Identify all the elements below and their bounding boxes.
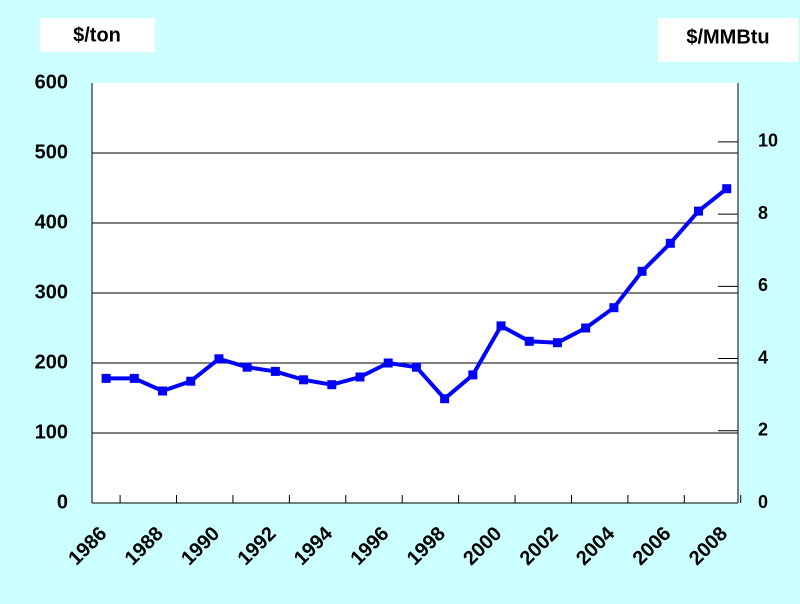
data-point — [327, 380, 337, 390]
data-point — [355, 372, 365, 382]
y2-tick-label: 6 — [758, 275, 768, 295]
data-point — [524, 336, 534, 346]
data-point — [581, 323, 591, 333]
data-point — [242, 362, 252, 372]
y2-label-box — [658, 18, 798, 62]
y-tick-label: 600 — [35, 71, 68, 93]
data-point — [468, 370, 478, 380]
y-tick-label: 300 — [35, 281, 68, 303]
data-point — [270, 366, 280, 376]
data-point — [694, 206, 704, 216]
data-point — [158, 386, 168, 396]
data-point — [411, 362, 421, 372]
data-point — [214, 354, 224, 364]
y-label-box — [40, 18, 155, 52]
data-point — [496, 321, 506, 331]
data-point — [552, 338, 562, 348]
y-tick-label: 0 — [57, 491, 68, 513]
y-tick-label: 100 — [35, 421, 68, 443]
data-point — [609, 303, 619, 313]
y-tick-label: 500 — [35, 141, 68, 163]
data-point — [101, 373, 111, 383]
y-axis-label: $/ton — [73, 24, 121, 46]
data-point — [383, 358, 393, 368]
data-point — [440, 394, 450, 404]
y2-tick-label: 0 — [758, 492, 768, 512]
data-point — [129, 373, 139, 383]
y-tick-label: 400 — [35, 211, 68, 233]
data-point — [186, 376, 196, 386]
data-point — [637, 266, 647, 276]
y2-axis-label: $/MMBtu — [686, 26, 769, 48]
data-point — [299, 375, 309, 385]
y-tick-label: 200 — [35, 351, 68, 373]
y2-tick-label: 8 — [758, 203, 768, 223]
data-point — [665, 238, 675, 248]
y2-tick-label: 10 — [758, 131, 778, 151]
y2-tick-label: 2 — [758, 420, 768, 440]
y2-tick-label: 4 — [758, 347, 768, 367]
data-point — [722, 184, 732, 194]
